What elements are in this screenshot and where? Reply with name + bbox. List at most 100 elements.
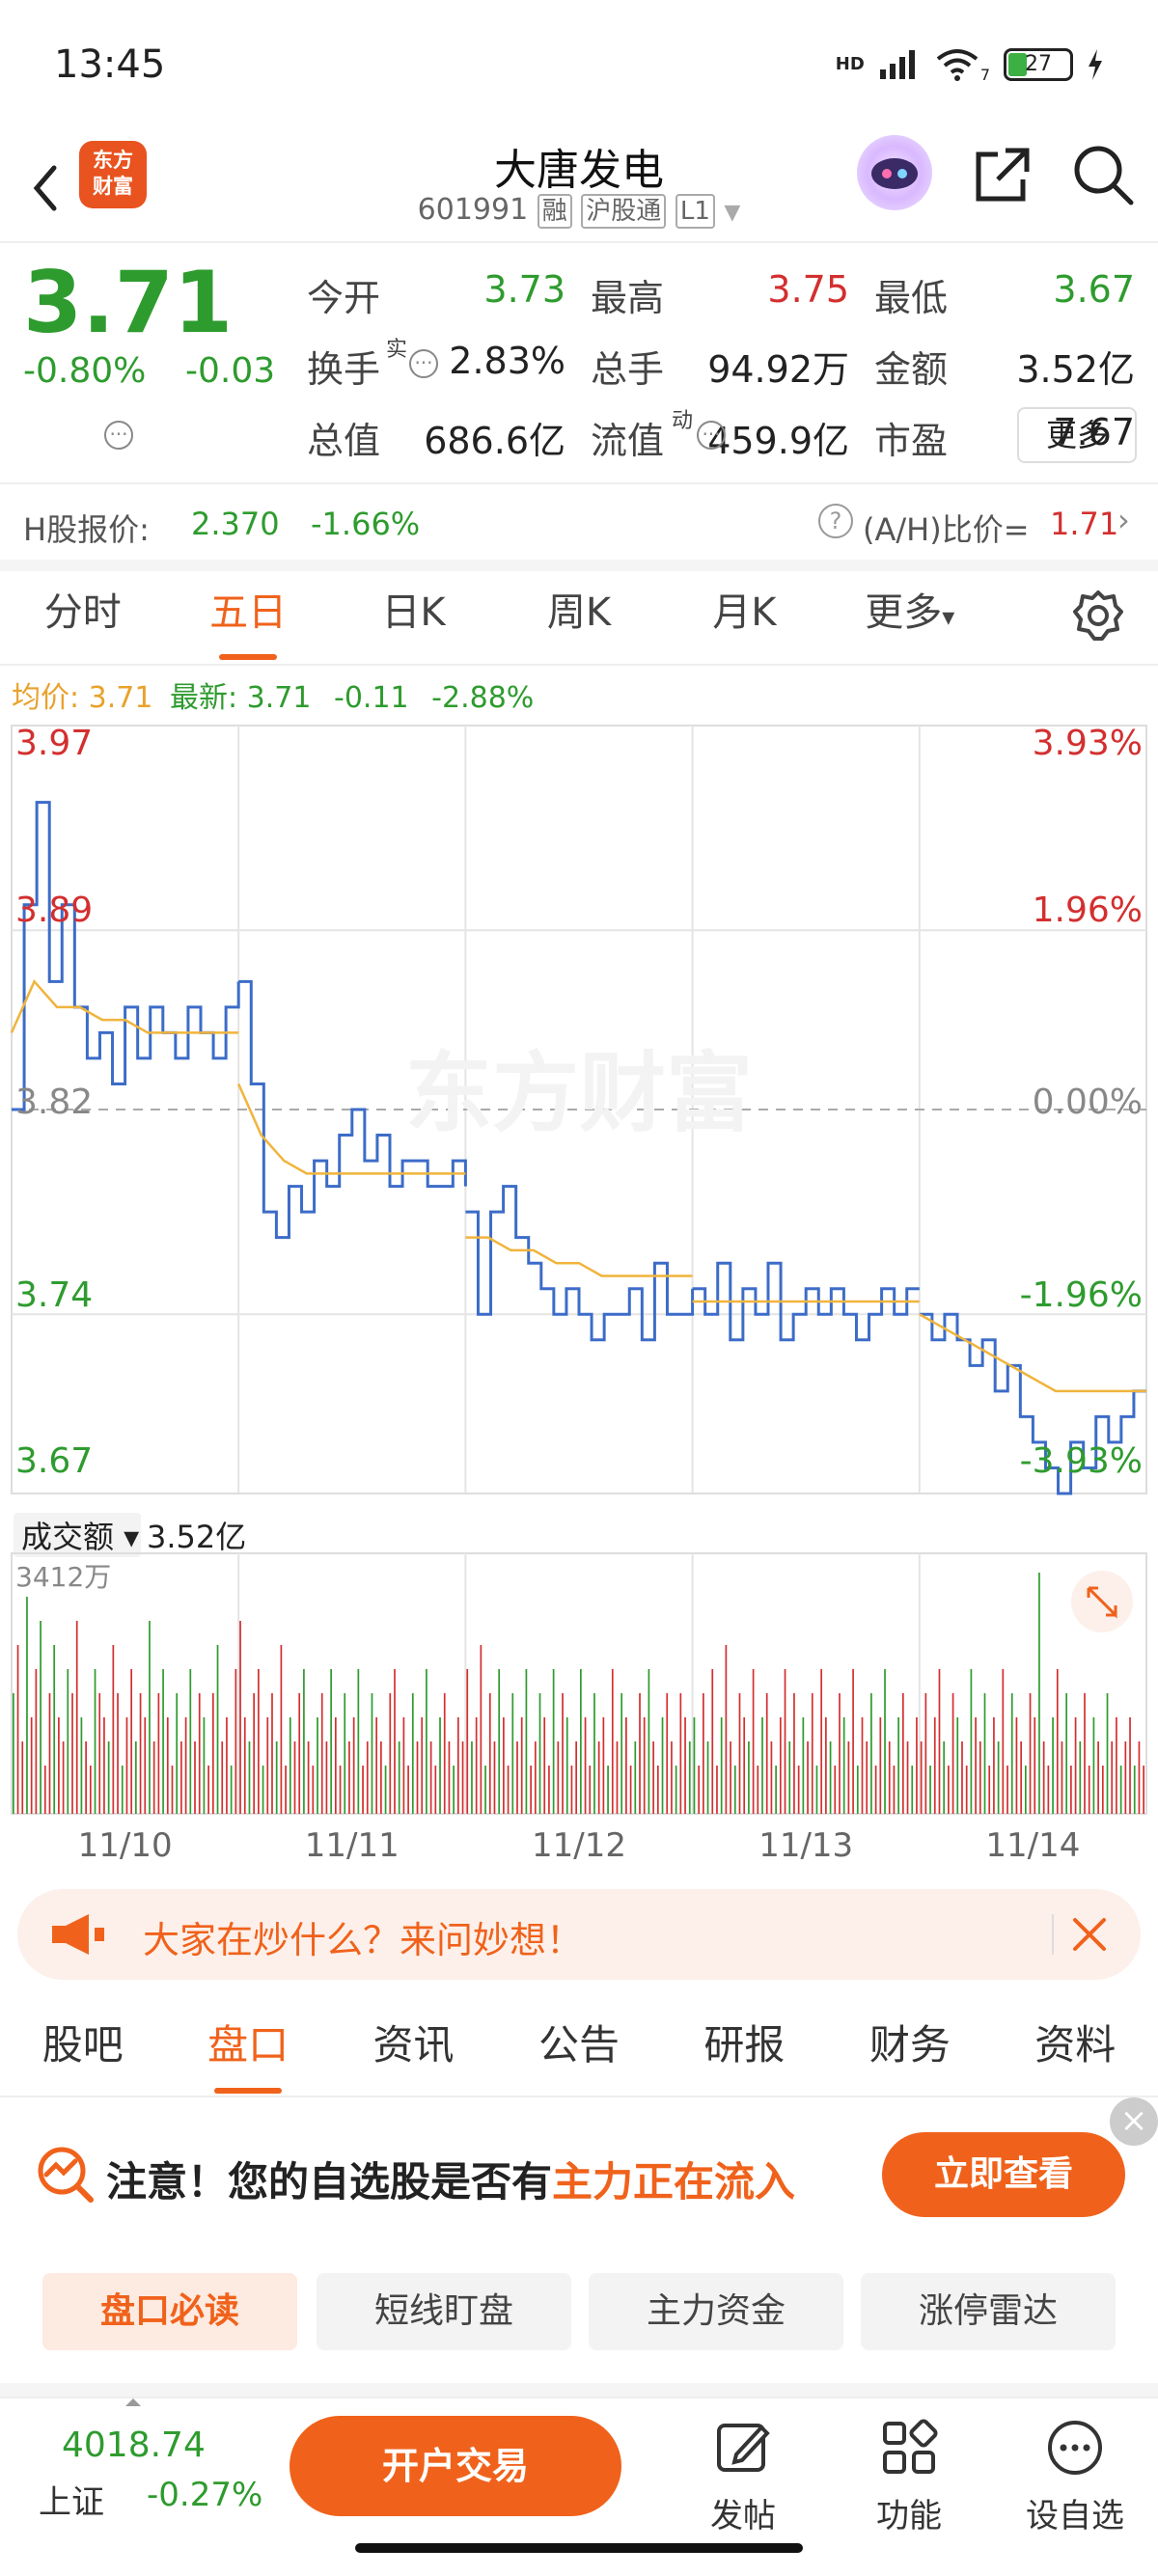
assistant-avatar[interactable] — [857, 135, 932, 210]
chart-tab[interactable]: 周K — [546, 590, 612, 635]
index-change[interactable]: -0.27% — [147, 2476, 263, 2514]
section-tab[interactable]: 盘口 — [165, 2003, 330, 2096]
volume-bar — [1038, 1573, 1040, 1814]
help-icon[interactable]: ? — [818, 504, 853, 538]
section-tab[interactable]: 资料 — [1034, 2021, 1117, 2069]
volume-bar — [207, 1766, 209, 1814]
section-tab[interactable]: 研报 — [703, 2021, 786, 2069]
share-icon[interactable] — [969, 141, 1036, 208]
latest-label: 最新: — [170, 681, 238, 715]
quick-button[interactable]: 短线盯盘 — [317, 2273, 571, 2350]
function-button[interactable]: 功能 — [841, 2418, 977, 2536]
ask-banner[interactable]: 大家在炒什么？来问妙想！ — [17, 1889, 1141, 1980]
more-stats-button[interactable]: 更多 — [1017, 407, 1137, 463]
volume-bar — [807, 1741, 809, 1814]
volume-bar — [1010, 1693, 1013, 1814]
chart-tab[interactable]: 分时 — [43, 590, 122, 635]
logo-line1: 东方 — [93, 149, 133, 172]
section-tab[interactable]: 公告 — [538, 2021, 620, 2069]
ask-text: 大家在炒什么？来问妙想！ — [143, 1919, 584, 1961]
section-tab[interactable]: 财务 — [868, 2021, 951, 2069]
volume-bar — [1133, 1766, 1136, 1814]
volume-bar — [103, 1717, 105, 1814]
ah-ratio-label: (A/H)比价= — [863, 511, 1030, 548]
volume-bar — [557, 1741, 560, 1814]
volume-bar — [929, 1766, 931, 1814]
notice-close-icon[interactable]: × — [1110, 2097, 1158, 2146]
volume-bar — [620, 1693, 623, 1814]
volume-bar — [538, 1693, 541, 1814]
avg-line-day — [919, 1313, 1146, 1393]
volume-bar — [139, 1693, 142, 1814]
volume-bar — [820, 1669, 823, 1814]
trend-alert-icon — [38, 2147, 94, 2203]
more-dots-icon — [1048, 2421, 1102, 2475]
ah-ratio-value: 1.71 — [1050, 506, 1119, 542]
search-icon[interactable] — [1069, 141, 1137, 208]
info-dots-icon[interactable]: ··· — [104, 421, 133, 450]
chart-tab[interactable]: 日K — [381, 590, 446, 635]
volume-bar — [534, 1741, 537, 1814]
divider — [0, 2383, 1158, 2397]
y-label-left: 3.74 — [15, 1275, 93, 1315]
five-day-chart[interactable]: 东方财富 3.97 3.89 3.82 3.74 3.67 3.93% 1.96% 0.00% -… — [0, 718, 1158, 1876]
volume-bar — [1042, 1741, 1045, 1814]
avg-value: 3.71 — [88, 681, 153, 715]
stat-label: 今开 — [307, 277, 381, 319]
volume-bar — [166, 1717, 169, 1814]
chart-tab[interactable]: 五日 — [165, 571, 330, 664]
post-button[interactable]: 发帖 — [676, 2418, 811, 2536]
volume-bar — [16, 1645, 19, 1814]
dropdown-icon[interactable]: ▼ — [724, 201, 741, 225]
chart-tab[interactable]: 月K — [712, 590, 777, 635]
trade-button[interactable]: 开户交易 — [290, 2416, 621, 2516]
volume-bar — [684, 1717, 686, 1814]
divider — [0, 560, 1158, 571]
volume-bar — [107, 1741, 110, 1814]
volume-bar — [289, 1717, 291, 1814]
back-icon[interactable] — [19, 145, 77, 232]
volume-bar — [461, 1741, 464, 1814]
volume-bar — [189, 1669, 192, 1814]
hshare-row[interactable]: H股报价: 2.370 -1.66% ? (A/H)比价= 1.71 › — [0, 496, 1158, 550]
volume-bar — [743, 1717, 746, 1814]
index-value[interactable]: 4018.74 — [62, 2425, 206, 2465]
notice-card[interactable]: 注意！您的自选股是否有主力正在流入 立即查看 × — [0, 2097, 1158, 2248]
add-watchlist-button[interactable]: 设自选 — [1007, 2418, 1143, 2536]
volume-bar — [725, 1645, 728, 1814]
section-tab[interactable]: 股吧 — [41, 2021, 124, 2069]
view-now-button[interactable]: 立即查看 — [882, 2132, 1125, 2217]
volume-bar — [870, 1693, 872, 1814]
volume-bar — [629, 1766, 632, 1814]
quick-button[interactable]: 主力资金 — [589, 2273, 843, 2350]
quick-button[interactable]: 涨停雷达 — [861, 2273, 1116, 2350]
y-label-right: 0.00% — [1033, 1082, 1143, 1122]
y-label-left: 3.97 — [15, 724, 93, 763]
stat-value: 459.9亿 — [707, 420, 849, 462]
level-tag: L1 — [675, 194, 715, 229]
volume-bar — [67, 1669, 69, 1814]
connect-tag: 沪股通 — [581, 194, 667, 229]
notice-prefix: 注意！您的自选股是否有 — [106, 2158, 553, 2206]
chart-tab-more[interactable]: 更多▾ — [865, 590, 955, 635]
volume-bar — [398, 1741, 400, 1814]
volume-bar — [352, 1717, 355, 1814]
status-time: 13:45 — [54, 42, 166, 87]
home-indicator[interactable] — [355, 2543, 803, 2553]
index-name[interactable]: 上证 — [39, 2483, 104, 2522]
volume-bar — [575, 1741, 577, 1814]
volume-bar — [80, 1717, 83, 1814]
expand-arrows-icon — [1087, 1586, 1117, 1619]
section-tab[interactable]: 资讯 — [372, 2021, 455, 2069]
settings-icon[interactable] — [1069, 587, 1127, 644]
avg-line-day — [237, 1082, 466, 1175]
volume-bar — [611, 1669, 614, 1814]
info-dots-icon[interactable]: ··· — [409, 349, 438, 378]
info-dots-icon[interactable]: ··· — [697, 421, 726, 450]
volume-bar — [920, 1741, 923, 1814]
close-icon[interactable] — [1069, 1914, 1110, 1955]
volume-label: 成交额 ▾ — [21, 1519, 139, 1555]
x-day-label: 11/10 — [78, 1826, 173, 1865]
volume-bar — [402, 1717, 405, 1814]
quick-button[interactable]: 盘口必读 — [42, 2273, 297, 2350]
